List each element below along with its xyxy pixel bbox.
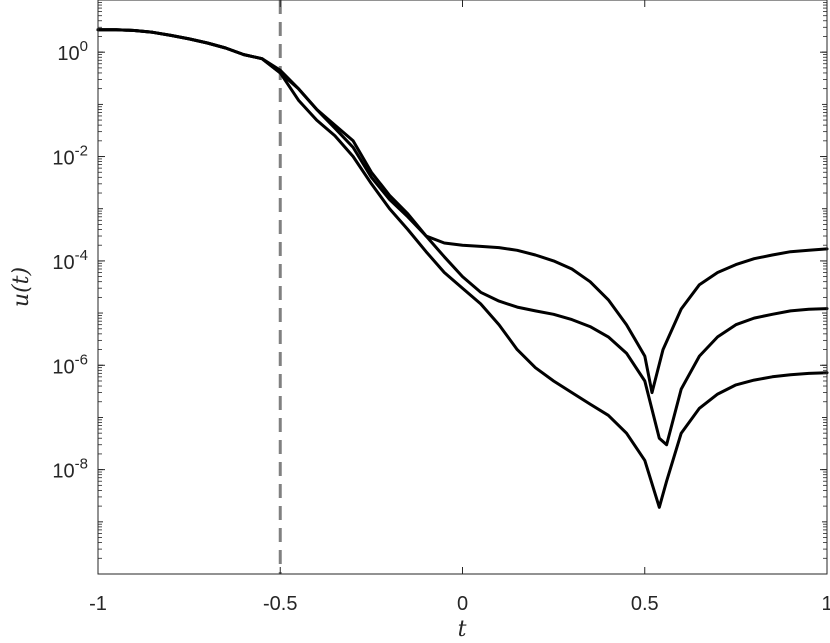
- y-tick-label: 100: [57, 38, 88, 65]
- x-tick-label: 1: [821, 593, 830, 615]
- series-layer: [96, 28, 829, 509]
- x-tick-label: -0.5: [263, 593, 297, 615]
- y-tick-label: 10-8: [52, 456, 88, 483]
- y-axis-title: u(t): [9, 267, 34, 307]
- x-tick-label: -1: [89, 593, 107, 615]
- tick-layer: -1 -0.5 0 0.5 1 100 10-2 10-4 10-6 10-8: [52, 0, 830, 615]
- y-tick-label: 10-4: [52, 247, 88, 274]
- x-tick-label: 0.5: [631, 593, 659, 615]
- x-axis-title: t: [458, 617, 467, 642]
- y-tick-label: 10-2: [52, 143, 88, 170]
- series-line-3: [96, 28, 829, 509]
- x-tick-label: 0: [457, 593, 468, 615]
- y-tick-label: 10-6: [52, 351, 88, 378]
